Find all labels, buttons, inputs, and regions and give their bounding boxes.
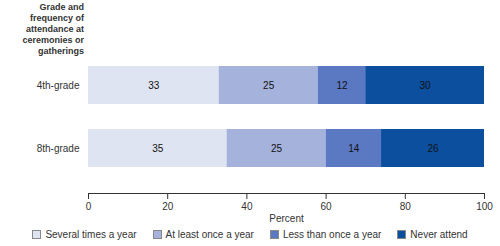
svg-text:20: 20 <box>162 201 174 212</box>
svg-text:12: 12 <box>336 80 348 91</box>
html-text:Less than once a year: Less than once a year <box>282 228 382 240</box>
svg-text:100: 100 <box>476 201 493 212</box>
svg-text:26: 26 <box>427 143 439 154</box>
html-text:Several times a year: Several times a year <box>45 228 137 240</box>
svg-text:25: 25 <box>271 143 283 154</box>
svg-text:80: 80 <box>400 201 412 212</box>
html-text:At least once a year: At least once a year <box>165 228 254 240</box>
svg-text:4th-grade: 4th-grade <box>37 80 80 91</box>
svg-text:40: 40 <box>241 201 253 212</box>
svg-text:0: 0 <box>86 201 92 212</box>
html-text:Grade and frequency of attenda: Grade and frequency of attendance at cer… <box>22 2 84 56</box>
svg-text:8th-grade: 8th-grade <box>37 143 80 154</box>
svg-text:35: 35 <box>152 143 164 154</box>
html-text:Never attend: Never attend <box>410 228 468 240</box>
svg-text:60: 60 <box>321 201 333 212</box>
svg-text:25: 25 <box>263 80 275 91</box>
svg-text:14: 14 <box>348 143 360 154</box>
svg-text:Percent: Percent <box>269 213 304 224</box>
svg-text:33: 33 <box>148 80 160 91</box>
svg-text:30: 30 <box>420 80 432 91</box>
